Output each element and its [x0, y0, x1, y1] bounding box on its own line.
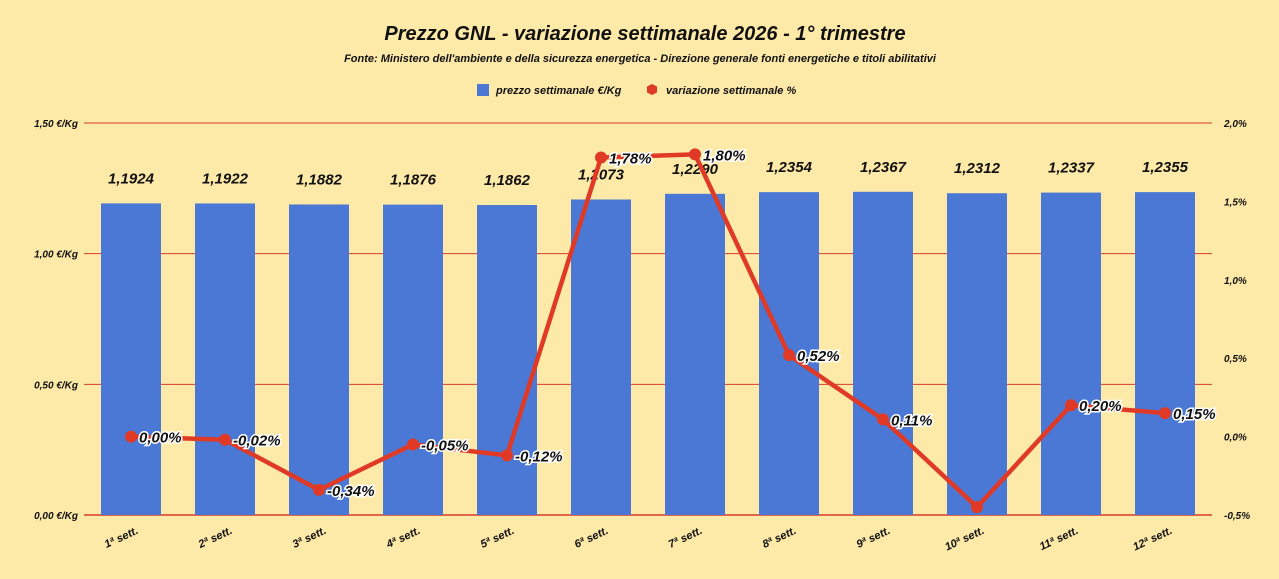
bar [383, 204, 443, 515]
right-axis-tick-label: 2,0% [1223, 119, 1247, 130]
bar-value-label: 1,2312 [954, 160, 1001, 177]
bar-value-label: 1,1924 [108, 170, 155, 187]
left-axis-tick-label: 0,50 €/Kg [34, 380, 78, 391]
bar [1041, 192, 1101, 515]
variation-value-label: 0,15% [1173, 406, 1216, 423]
right-axis-tick-label: 0,5% [1224, 354, 1247, 365]
bar [665, 193, 725, 515]
bar-value-labels: 1,1924 1,1922 1,1882 1,1876 1,1862 1,2073 1,22… [108, 159, 1189, 189]
right-axis: -0,5% 0,0% 0,5% 1,0% 1,5% 2,0% [1223, 119, 1250, 522]
x-axis-tick-label: 9ª sett. [855, 525, 893, 551]
x-axis-tick-label: 10ª sett. [943, 525, 986, 554]
bar [289, 204, 349, 515]
x-axis-tick-label: 8ª sett. [761, 525, 799, 551]
variation-line-path [130, 152, 1166, 510]
chart-subtitle: Fonte: Ministero dell'ambiente e della s… [344, 53, 937, 65]
variation-point [971, 501, 983, 514]
variation-point [877, 413, 889, 426]
left-axis: 0,00 €/Kg 0,50 €/Kg 1,00 €/Kg 1,50 €/Kg [34, 119, 78, 522]
left-axis-tick-label: 1,50 €/Kg [34, 119, 78, 130]
right-axis-tick-label: 1,5% [1224, 197, 1247, 208]
variation-value-label: -0,02% [233, 433, 281, 450]
legend-line-marker [647, 84, 657, 95]
variation-value-label: -0,05% [421, 437, 469, 454]
x-axis-tick-label: 4ª sett. [384, 525, 422, 551]
variation-point [313, 483, 325, 496]
bar-value-label: 1,1876 [390, 172, 437, 189]
x-axis: 1ª sett. 2ª sett. 3ª sett. 4ª sett. 5ª sett.… [103, 525, 1175, 554]
bar [1135, 192, 1195, 515]
bar-value-label: 1,2354 [766, 159, 813, 176]
legend-bar-swatch [477, 84, 489, 96]
bar [101, 203, 161, 515]
x-axis-tick-label: 1ª sett. [103, 525, 141, 551]
variation-value-label: 0,20% [1079, 398, 1122, 415]
legend: prezzo settimanale €/Kg variazione setti… [477, 84, 796, 97]
bar-value-label: 1,1882 [296, 171, 343, 188]
bar-value-label: 1,2337 [1048, 160, 1095, 177]
variation-labels: 0,00% -0,02% -0,34% -0,05% -0,12% 1,78% 1,80% 0… [138, 146, 1218, 502]
legend-bar-label: prezzo settimanale €/Kg [495, 85, 622, 97]
bar-value-label: 1,1862 [484, 172, 531, 189]
bar-value-label: 1,2367 [860, 159, 907, 176]
x-axis-tick-label: 7ª sett. [667, 525, 705, 551]
bar [947, 193, 1007, 515]
variation-value-label: 0,11% [891, 412, 932, 429]
x-axis-tick-label: 6ª sett. [573, 525, 611, 551]
variation-value-label: -0,34% [327, 483, 375, 500]
variation-point [407, 438, 419, 451]
variation-point [783, 349, 795, 362]
variation-value-label: 0,52% [797, 348, 840, 365]
variation-value-label: 0,00% [139, 430, 182, 447]
legend-line-label: variazione settimanale % [666, 85, 796, 97]
x-axis-tick-label: 2ª sett. [196, 525, 234, 551]
chart-title: Prezzo GNL - variazione settimanale 2026… [384, 23, 905, 45]
variation-value-label: -0,12% [515, 448, 563, 465]
variation-value-label: 1,80% [703, 147, 746, 164]
bar-value-label: 1,2290 [672, 161, 719, 178]
variation-point [125, 430, 137, 443]
variation-point [595, 151, 607, 164]
variation-point [1065, 399, 1077, 412]
left-axis-tick-label: 0,00 €/Kg [34, 511, 78, 522]
bar-value-label: 1,2073 [578, 166, 625, 183]
bar [477, 205, 537, 515]
variation-point [1159, 407, 1171, 420]
variation-point [219, 433, 231, 446]
variation-point [689, 148, 701, 161]
left-axis-tick-label: 1,00 €/Kg [34, 250, 78, 261]
gridlines [84, 122, 1212, 516]
variation-value-label: 1,78% [609, 150, 652, 167]
right-axis-tick-label: 0,0% [1224, 433, 1247, 444]
right-axis-tick-label: -0,5% [1224, 511, 1250, 522]
bar-value-label: 1,2355 [1142, 159, 1189, 176]
x-axis-tick-label: 12ª sett. [1131, 525, 1174, 554]
bars [101, 191, 1195, 516]
variation-line [125, 148, 1171, 514]
x-axis-tick-label: 3ª sett. [291, 525, 329, 551]
variation-point [501, 449, 513, 462]
bar [853, 191, 913, 515]
bar [195, 203, 255, 515]
right-axis-tick-label: 1,0% [1224, 276, 1247, 287]
bar [571, 199, 631, 516]
bar-value-label: 1,1922 [202, 170, 249, 187]
x-axis-tick-label: 5ª sett. [479, 525, 517, 551]
x-axis-tick-label: 11ª sett. [1038, 525, 1080, 553]
